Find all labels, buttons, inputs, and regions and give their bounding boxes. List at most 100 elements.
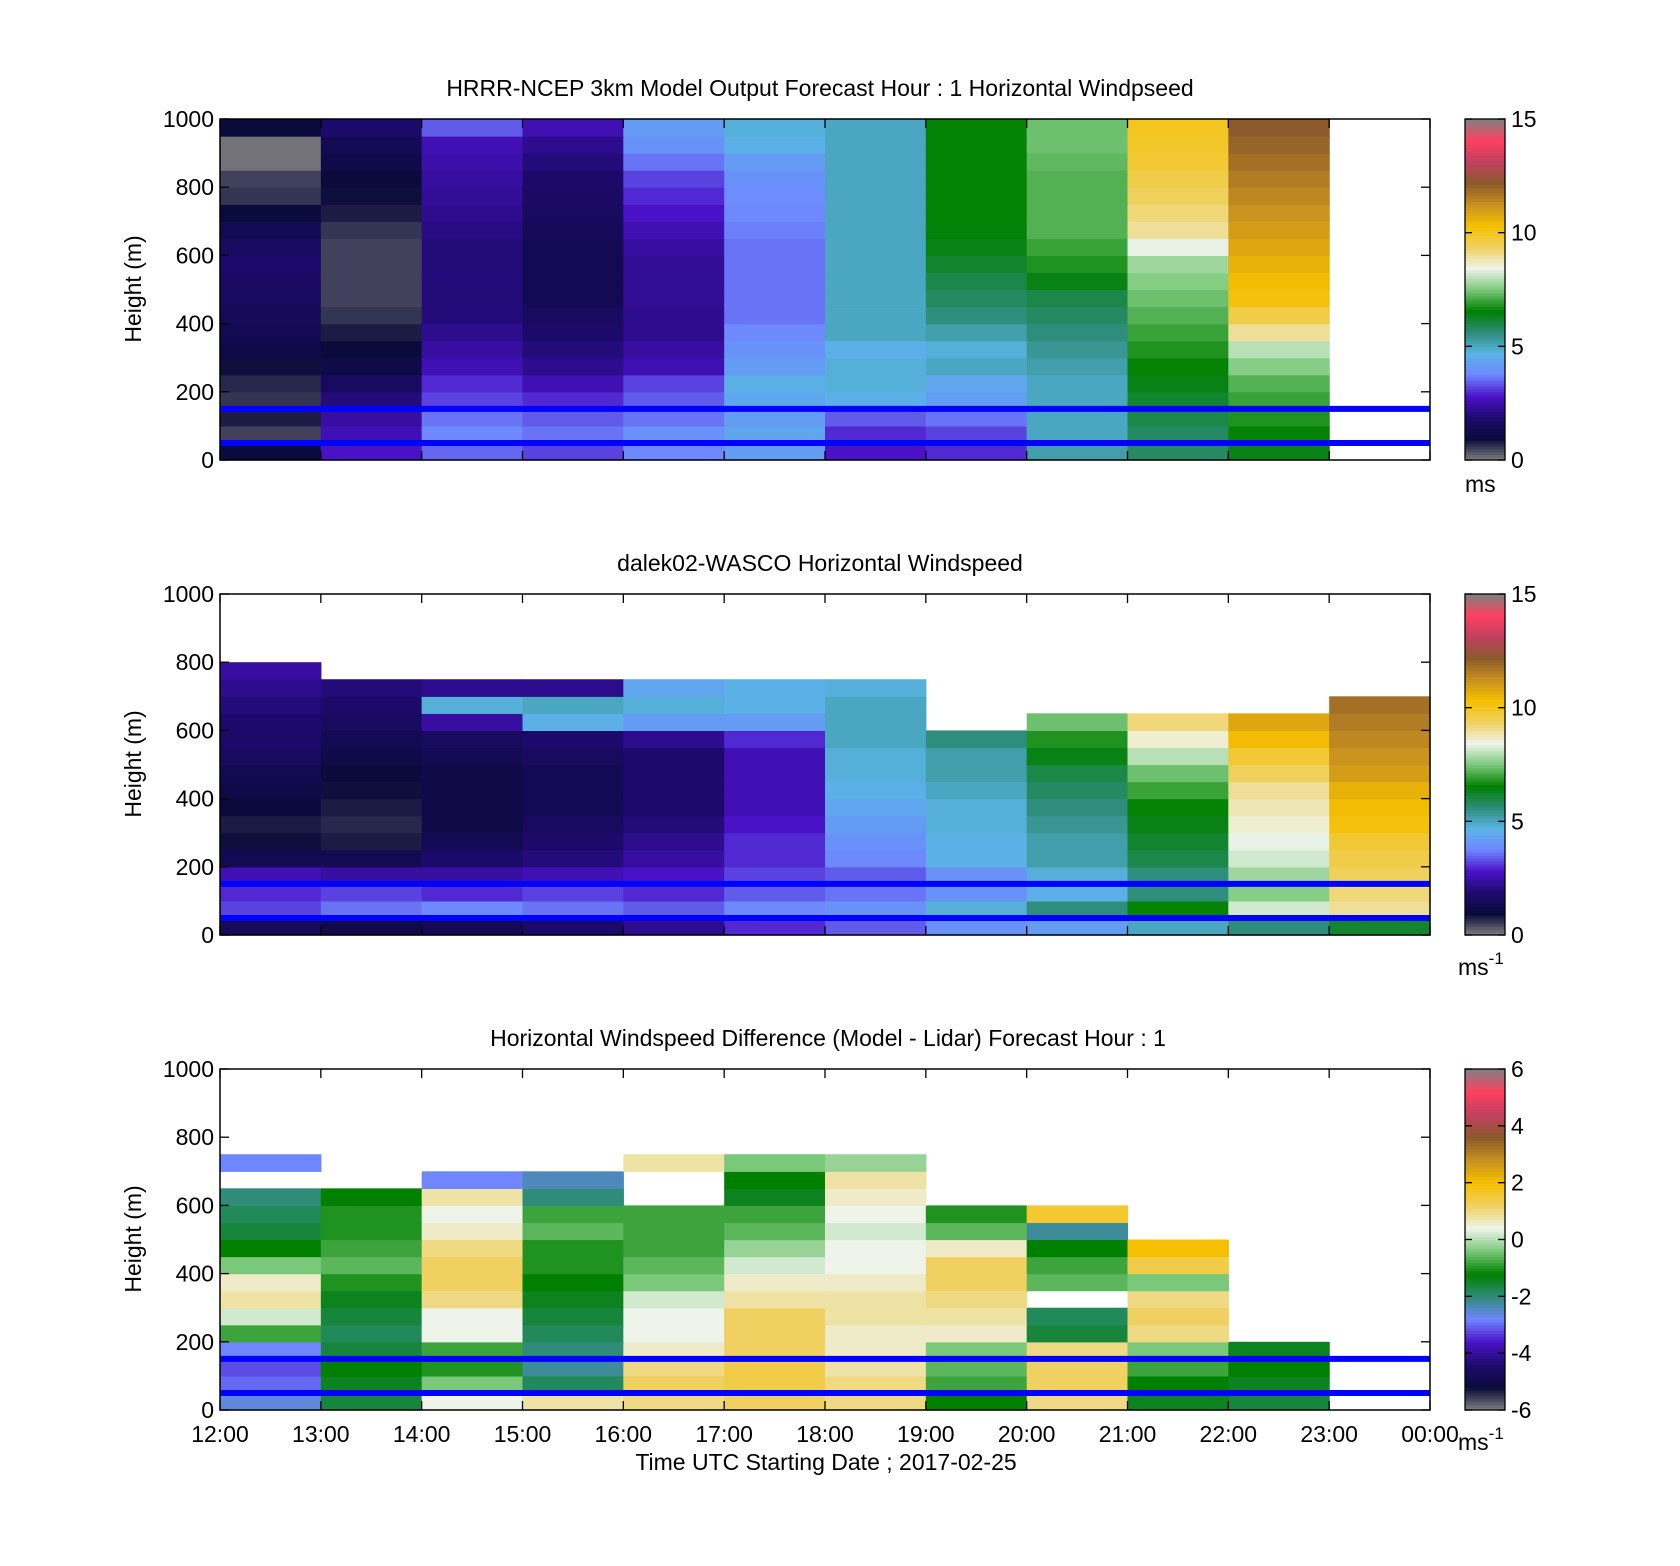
colorbar-segment [1465, 380, 1505, 384]
heatmap-cell [1329, 781, 1431, 800]
colorbar-segment [1465, 204, 1505, 208]
colorbar-segment [1465, 1074, 1505, 1079]
heatmap-cell [623, 781, 725, 800]
heatmap-cell [1228, 221, 1330, 239]
panel-lidar-title: dalek02-WASCO Horizontal Windspeed [617, 550, 1023, 576]
colorbar-segment [1465, 602, 1505, 606]
heatmap-cell [1026, 747, 1129, 766]
colorbar-segment [1465, 770, 1505, 774]
colorbar-segment [1465, 312, 1505, 316]
heatmap-cell [1026, 1375, 1129, 1394]
heatmap-cell [623, 1324, 725, 1343]
colorbar-segment [1465, 1171, 1505, 1175]
heatmap-cell [421, 374, 524, 393]
heatmap-cell [1127, 1341, 1229, 1360]
colorbar-segment [1465, 1077, 1505, 1081]
heatmap-cell [1127, 900, 1229, 919]
colorbar-segment [1465, 1390, 1505, 1394]
heatmap-cell [220, 272, 322, 291]
heatmap-cell [925, 900, 1028, 919]
colorbar-segment [1465, 1216, 1505, 1221]
colorbar-segment [1465, 1228, 1505, 1232]
panel-lidar-y-ticks: 0 200 400 600 800 1000 [163, 581, 1430, 948]
heatmap-cell [724, 1256, 826, 1275]
colorbar-segment [1465, 1248, 1505, 1252]
colorbar-segment [1465, 1401, 1505, 1405]
heatmap-cell [623, 747, 725, 766]
heatmap-cell [1228, 781, 1330, 800]
heatmap-cell [220, 425, 322, 444]
heatmap-cell [825, 1290, 927, 1309]
colorbar-segment [1465, 639, 1505, 643]
colorbar-segment [1465, 334, 1505, 339]
heatmap-cell [1026, 136, 1129, 154]
heatmap-cell [724, 187, 826, 205]
heatmap-cell [1228, 764, 1330, 783]
heatmap-cell [1127, 221, 1229, 239]
heatmap-cell [623, 255, 725, 274]
colorbar-segment [1465, 386, 1505, 390]
heatmap-cell [522, 764, 624, 783]
heatmap-cell [421, 119, 524, 137]
colorbar-segment [1465, 1407, 1505, 1411]
heatmap-cell [623, 136, 725, 154]
heatmap-cell [1127, 1239, 1229, 1258]
heatmap-cell [1228, 272, 1330, 291]
colorbar-segment [1465, 343, 1505, 347]
heatmap-cell [825, 866, 927, 885]
heatmap-cell [522, 1392, 624, 1411]
colorbar-segment [1465, 852, 1505, 857]
colorbar-segment [1465, 1253, 1505, 1258]
heatmap-cell [623, 1205, 725, 1224]
colorbar-segment [1465, 388, 1505, 393]
heatmap-cell [1026, 1222, 1129, 1241]
heatmap-cell [220, 815, 322, 834]
heatmap-cell [1026, 1392, 1129, 1411]
colorbar-segment [1465, 616, 1505, 621]
heatmap-cell [421, 696, 524, 714]
heatmap-cell [1228, 374, 1330, 393]
heatmap-cell [623, 357, 725, 376]
colorbar-segment [1465, 187, 1505, 191]
y-tick-label: 800 [176, 174, 214, 200]
colorbar-segment [1465, 704, 1505, 709]
heatmap-cell [1127, 1307, 1229, 1326]
heatmap-cell [1329, 798, 1431, 817]
heatmap-cell [220, 679, 322, 697]
heatmap-cell [1228, 170, 1330, 188]
heatmap-cell [623, 238, 725, 256]
heatmap-cell [320, 255, 423, 274]
colorbar-segment [1465, 1284, 1505, 1289]
heatmap-cell [724, 713, 826, 731]
colorbar-segment [1465, 613, 1505, 618]
heatmap-cell [1026, 1205, 1129, 1224]
heatmap-cell [623, 730, 725, 749]
heatmap-cell [623, 289, 725, 308]
colorbar-segment [1465, 315, 1505, 319]
panel-lidar-cbar-unit: ms-1 [1458, 949, 1504, 980]
colorbar-segment [1465, 1270, 1505, 1275]
heatmap-cell [320, 136, 423, 154]
heatmap-cell [522, 849, 624, 868]
heatmap-cell [724, 391, 826, 410]
colorbar-segment [1465, 755, 1505, 760]
colorbar-segment [1465, 1179, 1505, 1184]
heatmap-cell [925, 238, 1028, 256]
heatmap-cell [623, 798, 725, 817]
heatmap-cell [1026, 1341, 1129, 1360]
colorbar-segment [1465, 266, 1505, 271]
colorbar-segment [1465, 841, 1505, 845]
colorbar-segment [1465, 707, 1505, 712]
heatmap-cell [724, 204, 826, 222]
heatmap-cell [724, 1222, 826, 1241]
colorbar-segment [1465, 172, 1505, 177]
colorbar-segment [1465, 454, 1505, 458]
colorbar-segment [1465, 599, 1505, 604]
heatmap-cell [825, 357, 927, 376]
heatmap-cell [825, 883, 927, 902]
heatmap-cell [320, 1188, 423, 1206]
colorbar-segment [1465, 119, 1505, 123]
colorbar-segment [1465, 136, 1505, 140]
heatmap-cell [1127, 187, 1229, 205]
colorbar-segment [1465, 1276, 1505, 1280]
